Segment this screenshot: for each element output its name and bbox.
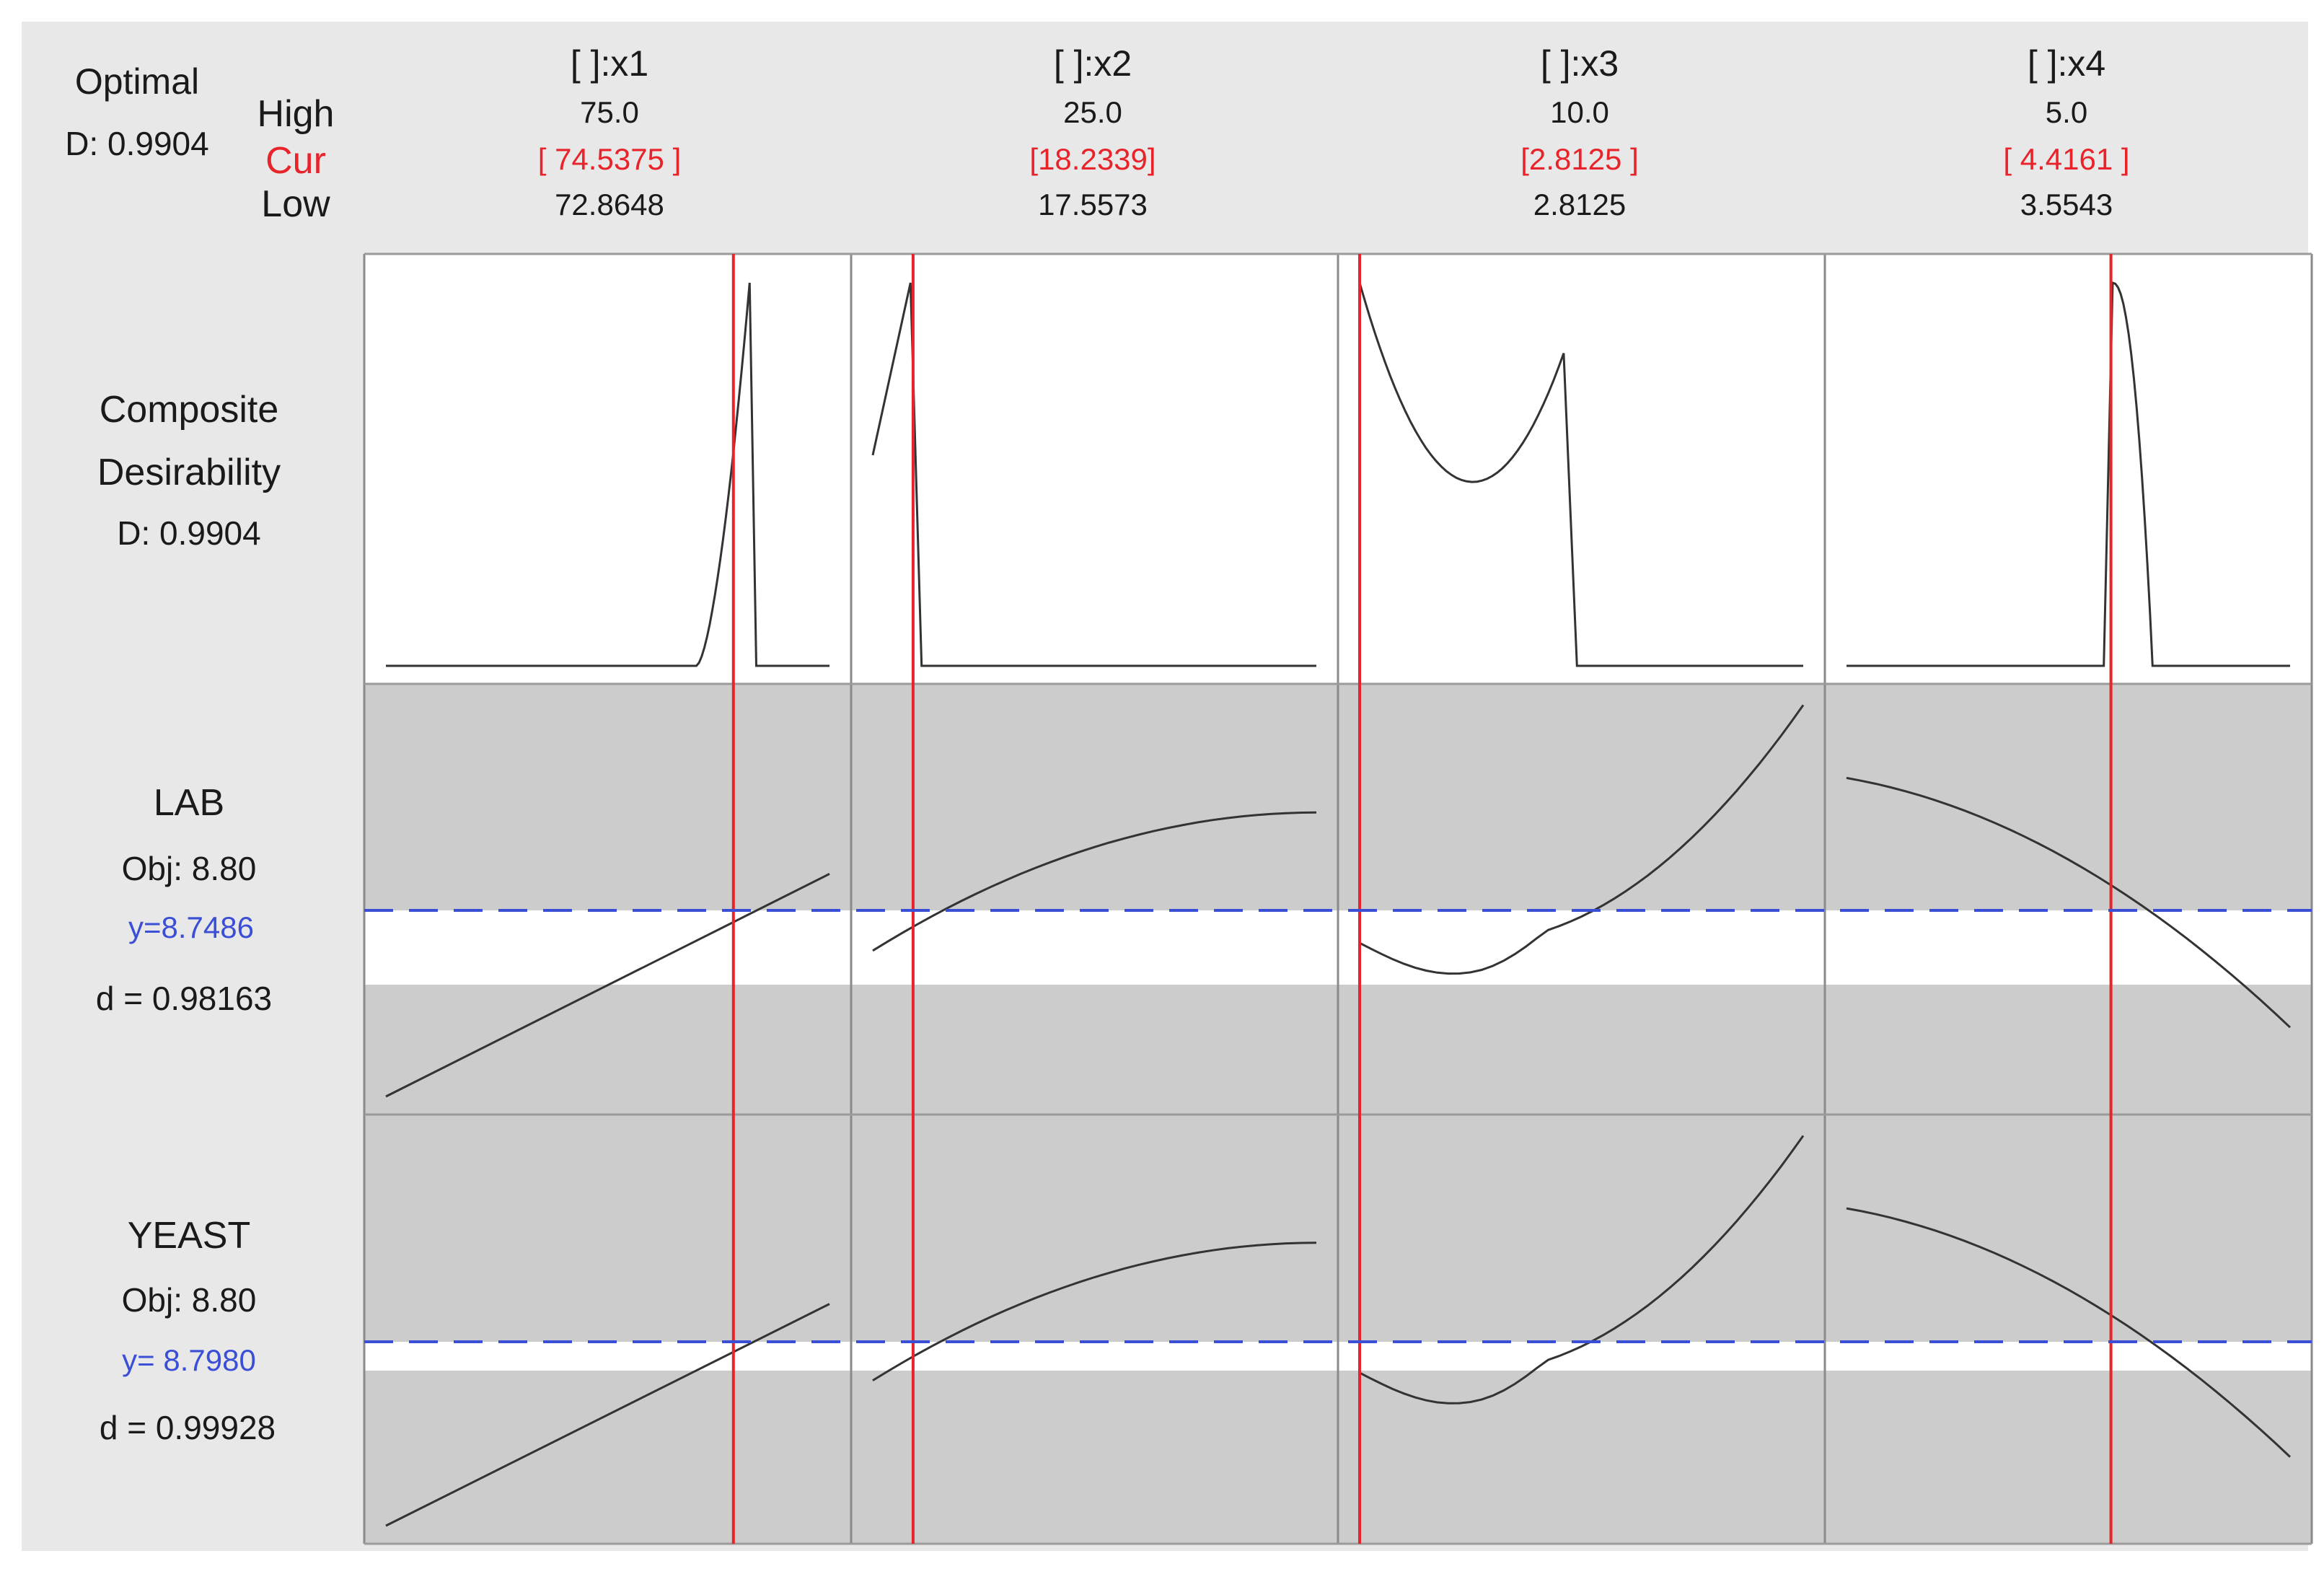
plot-panels <box>363 252 2313 1545</box>
optimal-d-label: D: 0.9904 <box>65 125 208 162</box>
response-panel <box>364 684 851 1115</box>
high-label: High <box>258 93 335 135</box>
response-curve-x3 <box>1359 704 1805 975</box>
plot-guides <box>364 254 2312 1544</box>
factor-name: [ ]:x2 <box>1054 43 1132 84</box>
response-desirability: d = 0.98163 <box>96 980 272 1017</box>
composite-panel <box>1825 254 2312 684</box>
factor-current: [18.2339] <box>1029 142 1156 176</box>
factor-low: 2.8125 <box>1533 188 1626 221</box>
response-curve-x1 <box>385 1303 830 1527</box>
factor-current: [2.8125 ] <box>1520 142 1638 176</box>
response-curve-x2 <box>872 1241 1317 1381</box>
composite-d-value: D: 0.9904 <box>117 514 260 552</box>
factor-low: 72.8648 <box>555 188 664 221</box>
factor-low: 3.5543 <box>2020 188 2113 221</box>
target-band <box>851 1342 1338 1371</box>
cur-label: Cur <box>265 140 326 182</box>
factor-current: [ 4.4161 ] <box>2003 142 2129 176</box>
response-desirability: d = 0.99928 <box>100 1409 276 1446</box>
factor-header-x2: [ ]:x2 25.0 [18.2339] 17.5573 <box>1029 43 1156 221</box>
factor-high: 10.0 <box>1550 95 1609 129</box>
factor-high: 75.0 <box>580 95 639 129</box>
response-curve-x1 <box>385 873 830 1098</box>
response-panel <box>1825 1115 2312 1544</box>
composite-panel <box>1338 254 1825 684</box>
row-label-yeast: YEAST Obj: 8.80 y= 8.7980 d = 0.99928 <box>100 1215 276 1446</box>
row-label-composite: Composite Desirability D: 0.9904 <box>97 389 281 552</box>
response-curve-x4 <box>1846 1207 2292 1458</box>
factor-low: 17.5573 <box>1038 188 1148 221</box>
response-panel <box>851 1115 1338 1544</box>
desirability-curve-x4 <box>1847 281 2290 667</box>
factor-header-x3: [ ]:x3 10.0 [2.8125 ] 2.8125 <box>1520 43 1638 221</box>
response-curve-x3 <box>1359 1135 1805 1405</box>
factor-high: 25.0 <box>1063 95 1122 129</box>
composite-label-line2: Desirability <box>97 452 281 493</box>
target-band <box>1825 910 2312 985</box>
target-band <box>851 910 1338 985</box>
target-band <box>364 1342 851 1371</box>
response-predicted: y= 8.7980 <box>122 1343 256 1377</box>
response-panel <box>1338 684 1825 1115</box>
target-band <box>1825 1342 2312 1371</box>
factor-header-x4: [ ]:x4 5.0 [ 4.4161 ] 3.5543 <box>2003 43 2129 221</box>
target-band <box>1338 910 1825 985</box>
plot-curves <box>385 281 2292 1527</box>
response-predicted: y=8.7486 <box>128 910 254 944</box>
low-label: Low <box>261 183 330 225</box>
response-name: YEAST <box>128 1215 251 1257</box>
response-objective: Obj: 8.80 <box>122 1281 257 1319</box>
factor-header-x1: [ ]:x1 75.0 [ 74.5375 ] 72.8648 <box>538 43 682 221</box>
factor-name: [ ]:x4 <box>2028 43 2105 84</box>
desirability-curve-x3 <box>1358 282 1803 667</box>
desirability-curve-x2 <box>871 282 1316 667</box>
factor-current: [ 74.5375 ] <box>538 142 682 176</box>
composite-panel <box>364 254 851 684</box>
response-curve-x4 <box>1846 776 2292 1029</box>
response-panel <box>1825 684 2312 1115</box>
response-objective: Obj: 8.80 <box>122 850 257 887</box>
composite-label-line1: Composite <box>100 389 279 431</box>
factor-name: [ ]:x3 <box>1541 43 1619 84</box>
composite-panel <box>851 254 1338 684</box>
row-label-lab: LAB Obj: 8.80 y=8.7486 d = 0.98163 <box>96 782 272 1017</box>
factor-high: 5.0 <box>2046 95 2087 129</box>
response-panel <box>364 1115 851 1544</box>
response-panel <box>1338 1115 1825 1544</box>
response-curve-x2 <box>872 811 1317 952</box>
optimal-label: Optimal <box>75 61 199 102</box>
response-panel <box>851 684 1338 1115</box>
response-name: LAB <box>154 782 224 824</box>
target-band <box>364 910 851 985</box>
desirability-curve-x1 <box>386 282 829 667</box>
factor-name: [ ]:x1 <box>571 43 648 84</box>
